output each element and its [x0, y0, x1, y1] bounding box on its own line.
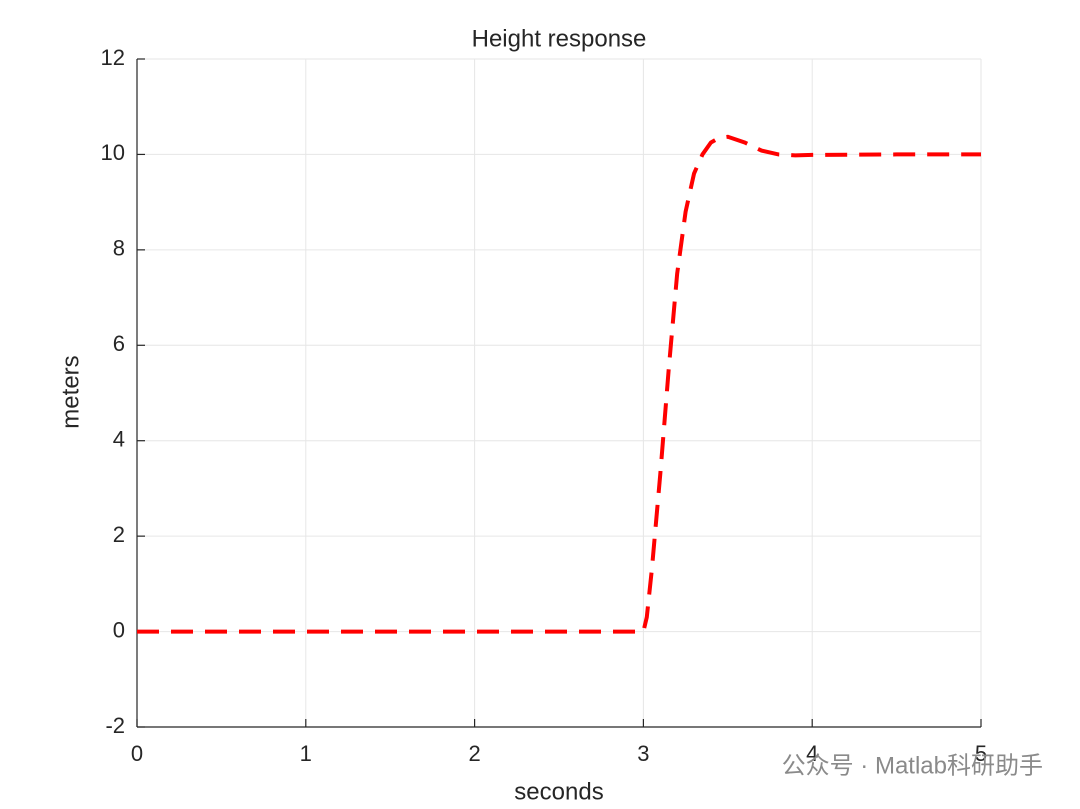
y-tick-label: 2: [113, 522, 125, 547]
x-tick-label: 5: [975, 741, 987, 766]
y-tick-label: 8: [113, 236, 125, 261]
x-tick-label: 0: [131, 741, 143, 766]
y-tick-label: 4: [113, 427, 125, 452]
x-tick-label: 2: [468, 741, 480, 766]
y-axis-label: meters: [57, 355, 84, 428]
y-tick-label: 6: [113, 331, 125, 356]
data-line: [137, 134, 981, 634]
x-tick-label: 3: [637, 741, 649, 766]
y-tick-label: 0: [113, 617, 125, 642]
x-axis-label: seconds: [514, 778, 603, 805]
x-tick-label: 4: [806, 741, 818, 766]
watermark: 公众号 · Matlab科研助手: [782, 752, 1043, 779]
chart-title: Height response: [472, 25, 647, 52]
y-tick-label: 10: [101, 140, 125, 165]
x-tick-label: 1: [300, 741, 312, 766]
y-tick-label: 12: [101, 45, 125, 70]
y-tick-label: -2: [105, 713, 125, 738]
